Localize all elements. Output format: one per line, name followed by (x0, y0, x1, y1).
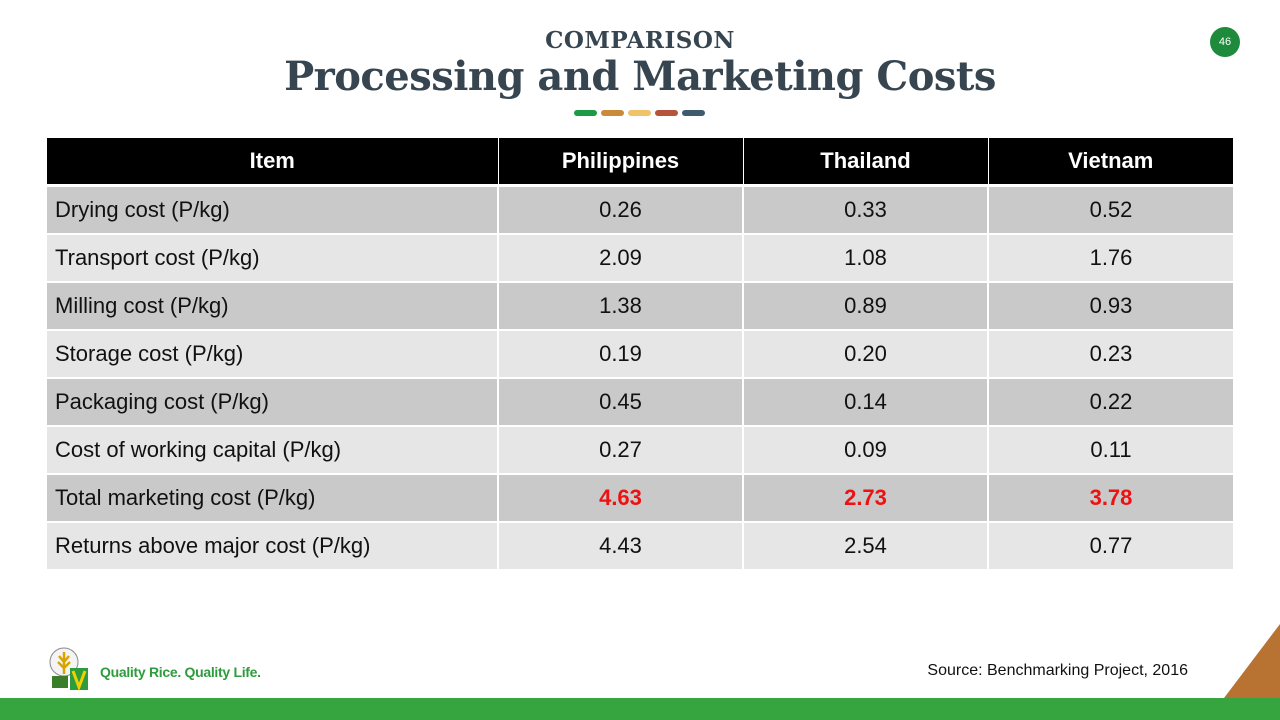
table-row: Returns above major cost (P/kg) 4.43 2.54 0… (47, 521, 1233, 569)
row-item-label: Transport cost (P/kg) (47, 233, 498, 282)
rice-institute-logo-icon (49, 647, 88, 692)
cell-thailand: 0.33 (742, 184, 988, 234)
cost-comparison-table: Item Philippines Thailand Vietnam Drying… (47, 138, 1233, 569)
cell-thailand: 0.20 (742, 329, 988, 378)
cell-vietnam: 0.77 (987, 521, 1233, 569)
page-number-badge: 46 (1210, 27, 1240, 57)
cell-vietnam: 3.78 (987, 473, 1233, 522)
cell-vietnam: 0.22 (987, 377, 1233, 426)
source-note: Source: Benchmarking Project, 2016 (927, 662, 1188, 679)
row-item-label: Returns above major cost (P/kg) (47, 521, 498, 569)
table-header-row: Item Philippines Thailand Vietnam (47, 138, 1233, 187)
table-row: Packaging cost (P/kg) 0.45 0.14 0.22 (47, 377, 1233, 426)
cell-philippines: 1.38 (497, 281, 743, 330)
cell-thailand: 0.09 (742, 425, 988, 474)
decorative-dot (682, 110, 705, 116)
slide-title: Processing and Marketing Costs (284, 53, 996, 100)
cell-philippines: 2.09 (497, 233, 743, 282)
cell-philippines: 4.43 (497, 521, 743, 569)
column-header-vietnam: Vietnam (987, 138, 1233, 187)
decorative-dot (601, 110, 624, 116)
cell-philippines: 4.63 (497, 473, 743, 522)
cell-thailand: 0.89 (742, 281, 988, 330)
row-item-label: Cost of working capital (P/kg) (47, 425, 498, 474)
cell-vietnam: 0.52 (987, 184, 1233, 234)
column-header-thailand: Thailand (742, 138, 988, 187)
row-item-label: Drying cost (P/kg) (47, 184, 498, 234)
corner-triangle-decoration (1224, 624, 1280, 698)
table-row: Drying cost (P/kg) 0.26 0.33 0.52 (47, 184, 1233, 234)
row-item-label: Packaging cost (P/kg) (47, 377, 498, 426)
decorative-dot (628, 110, 651, 116)
table-row: Milling cost (P/kg) 1.38 0.89 0.93 (47, 281, 1233, 330)
cell-philippines: 0.27 (497, 425, 743, 474)
column-header-item: Item (47, 138, 498, 187)
cell-vietnam: 0.23 (987, 329, 1233, 378)
footer-bar (0, 698, 1280, 720)
section-kicker: COMPARISON (545, 27, 735, 54)
cell-philippines: 0.45 (497, 377, 743, 426)
cell-thailand: 0.14 (742, 377, 988, 426)
row-item-label: Milling cost (P/kg) (47, 281, 498, 330)
table-row: Cost of working capital (P/kg) 0.27 0.09 0.… (47, 425, 1233, 474)
decorative-dot (574, 110, 597, 116)
table-row: Total marketing cost (P/kg) 4.63 2.73 3.78 (47, 473, 1233, 522)
decorative-dot (655, 110, 678, 116)
cell-vietnam: 0.93 (987, 281, 1233, 330)
footer-tagline: Quality Rice. Quality Life. (100, 664, 261, 680)
row-item-label: Storage cost (P/kg) (47, 329, 498, 378)
cell-thailand: 2.54 (742, 521, 988, 569)
column-header-philippines: Philippines (497, 138, 743, 187)
row-item-label: Total marketing cost (P/kg) (47, 473, 498, 522)
cell-vietnam: 0.11 (987, 425, 1233, 474)
table-row: Transport cost (P/kg) 2.09 1.08 1.76 (47, 233, 1233, 282)
cell-philippines: 0.19 (497, 329, 743, 378)
decorative-dots (574, 110, 705, 116)
cell-philippines: 0.26 (497, 184, 743, 234)
cell-vietnam: 1.76 (987, 233, 1233, 282)
table-row: Storage cost (P/kg) 0.19 0.20 0.23 (47, 329, 1233, 378)
cell-thailand: 1.08 (742, 233, 988, 282)
cell-thailand: 2.73 (742, 473, 988, 522)
